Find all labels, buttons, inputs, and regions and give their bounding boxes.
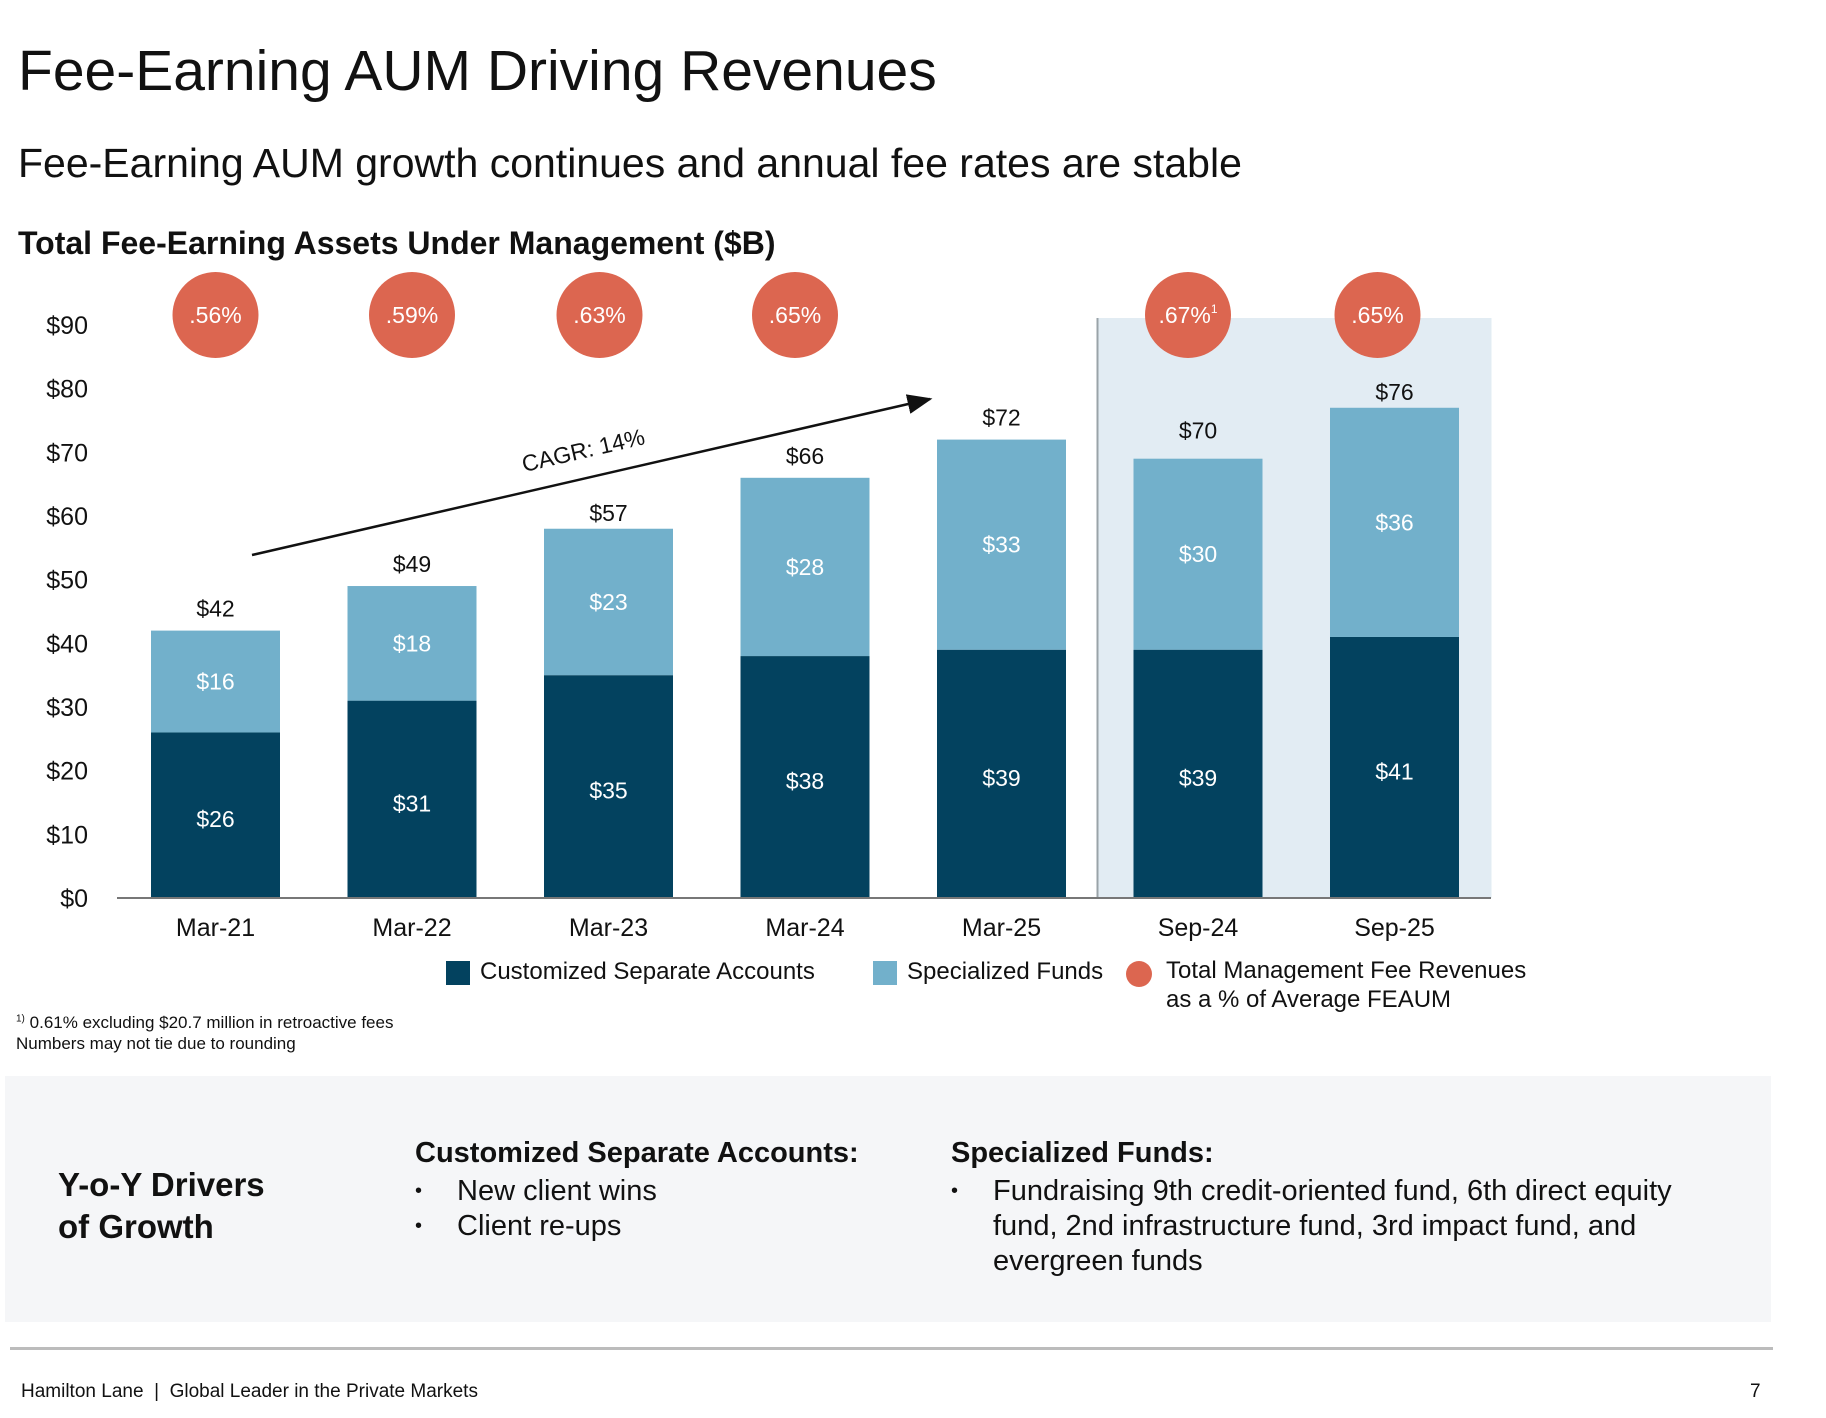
x-tick-label: Sep-25 (1354, 914, 1435, 942)
y-tick-label: $0 (60, 885, 88, 913)
bar-sf (544, 528, 673, 676)
bar-sf (1133, 458, 1263, 650)
fee-rate-circle (556, 272, 643, 358)
bar-value-label: $38 (786, 768, 824, 794)
drivers-heading: Y-o-Y Drivers of Growth (58, 1164, 265, 1248)
bar-value-label: $39 (982, 765, 1020, 791)
bar-value-label: $23 (589, 589, 627, 615)
y-tick-label: $70 (46, 439, 88, 467)
bar-total-label: $76 (1375, 379, 1413, 405)
sf-drivers-title: Specialized Funds: (951, 1137, 1214, 1169)
bar-csa (1133, 649, 1263, 898)
bar-sf (1330, 407, 1459, 637)
page-subtitle: Fee-Earning AUM growth continues and ann… (18, 140, 1242, 186)
sf-drivers: Specialized Funds: Fundraising 9th credi… (951, 1137, 1741, 1279)
bar-csa (347, 700, 477, 898)
legend-sf: Specialized Funds (873, 958, 1103, 986)
chart-title: Total Fee-Earning Assets Under Managemen… (18, 225, 776, 261)
bar-total-label: $66 (786, 443, 824, 469)
legend-label: Total Management Fee Revenues (1166, 957, 1527, 984)
bar-csa (740, 656, 870, 898)
drivers-heading-line: of Growth (58, 1208, 214, 1245)
y-tick-label: $90 (46, 312, 88, 340)
drivers-heading-line: Y-o-Y Drivers (58, 1166, 265, 1203)
fee-rate-circle (1145, 272, 1231, 358)
fee-rate-circle (369, 272, 455, 358)
y-tick-label: $60 (46, 503, 88, 531)
bar-value-label: $28 (786, 554, 824, 580)
bar-value-label: $36 (1375, 509, 1413, 535)
y-tick-label: $40 (46, 630, 88, 658)
footnote-mark: 1) (16, 1013, 25, 1025)
csa-driver-item: Client re-ups (415, 1209, 859, 1244)
sf-driver-item: Fundraising 9th credit-oriented fund, 6t… (951, 1174, 1741, 1279)
footnote-2: Numbers may not tie due to rounding (16, 1034, 296, 1053)
footnote-text: 0.61% excluding $20.7 million in retroac… (29, 1013, 394, 1032)
legend-label: Specialized Funds (907, 958, 1104, 985)
page-number: 7 (1750, 1381, 1761, 1402)
bar-value-label: $30 (1179, 541, 1217, 567)
bar-value-label: $18 (393, 630, 431, 656)
bar-sf (937, 439, 1066, 650)
x-tick-label: Mar-23 (569, 914, 648, 942)
feaum-chart: $0 $10 $20 $30 $40 $50 $60 $70 $80 $90 $26 $16 $42 Ma… (46, 272, 1492, 942)
bar-value-label: $35 (589, 778, 627, 804)
legend-fee-rate: Total Management Fee Revenues as a % of … (1126, 956, 1526, 1014)
legend-label: Customized Separate Accounts (480, 958, 815, 985)
bar-sf (740, 477, 870, 657)
footnote-mark: 1 (1211, 302, 1218, 316)
bar-total-label: $57 (589, 500, 627, 526)
fee-rate-label: .67%1 (1158, 302, 1217, 328)
bar-csa (1330, 636, 1459, 898)
legend-dot-fee-rate (1126, 961, 1152, 987)
bar-value-label: $31 (393, 790, 431, 816)
fee-rate-label: .56% (189, 302, 241, 328)
bar-total-label: $72 (982, 405, 1020, 431)
fee-rate-label: .65% (769, 302, 821, 328)
page-title: Fee-Earning AUM Driving Revenues (18, 39, 937, 103)
bar-sf (347, 586, 477, 701)
cagr-arrow (251, 394, 933, 557)
bar-value-label: $26 (196, 806, 234, 832)
x-tick-label: Mar-21 (176, 914, 255, 942)
bar-value-label: $41 (1375, 758, 1413, 784)
legend-swatch-sf (873, 961, 897, 985)
bar-csa (151, 732, 280, 898)
fee-rate-circle (172, 272, 259, 358)
y-tick-label: $50 (46, 567, 88, 595)
bar-value-label: $33 (982, 532, 1020, 558)
legend-swatch-csa (446, 961, 470, 985)
legend-csa: Customized Separate Accounts (446, 958, 815, 986)
fee-rate-circle (752, 272, 838, 358)
csa-drivers: Customized Separate Accounts: New client… (415, 1137, 859, 1244)
x-tick-label: Mar-25 (962, 914, 1041, 942)
y-tick-label: $20 (46, 758, 88, 786)
footnote-1: 1) 0.61% excluding $20.7 million in retr… (16, 1013, 393, 1033)
fee-rate-label: .59% (386, 302, 438, 328)
y-tick-label: $10 (46, 821, 88, 849)
legend-label: as a % of Average FEAUM (1166, 986, 1452, 1013)
bar-csa (937, 649, 1066, 898)
x-tick-label: Sep-24 (1158, 914, 1239, 942)
footer-divider (10, 1347, 1773, 1350)
csa-driver-item: New client wins (415, 1174, 859, 1209)
fee-rate-label: .65% (1351, 302, 1403, 328)
fee-rate-circle (1334, 272, 1421, 358)
bar-sf (151, 630, 280, 733)
bar-value-label: $39 (1179, 765, 1217, 791)
y-tick-label: $30 (46, 694, 88, 722)
fee-rate-label: .63% (573, 302, 625, 328)
bar-total-label: $49 (393, 551, 431, 577)
growth-drivers-panel: Y-o-Y Drivers of Growth Customized Separ… (5, 1076, 1771, 1322)
x-tick-label: Mar-22 (372, 914, 451, 942)
x-tick-label: Mar-24 (765, 914, 844, 942)
footer-text: Hamilton Lane | Global Leader in the Pri… (21, 1381, 478, 1402)
bar-total-label: $70 (1179, 417, 1217, 443)
bar-total-label: $42 (196, 596, 234, 622)
y-tick-label: $80 (46, 376, 88, 404)
bar-value-label: $16 (196, 669, 234, 695)
csa-drivers-title: Customized Separate Accounts: (415, 1137, 859, 1169)
bar-csa (544, 675, 673, 898)
